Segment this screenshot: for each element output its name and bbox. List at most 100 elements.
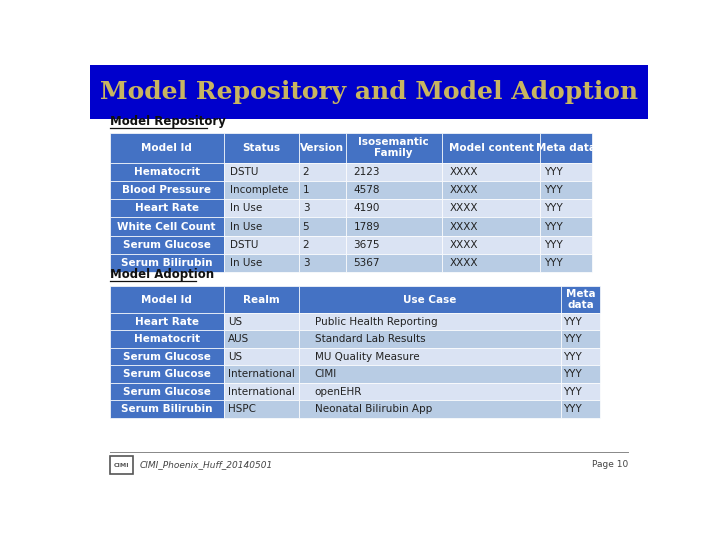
Text: CIMI_Phoenix_Huff_20140501: CIMI_Phoenix_Huff_20140501 — [140, 460, 273, 469]
Text: YYY: YYY — [563, 317, 582, 327]
Text: 5367: 5367 — [354, 258, 380, 268]
FancyBboxPatch shape — [346, 235, 441, 254]
FancyBboxPatch shape — [299, 218, 346, 235]
FancyBboxPatch shape — [224, 313, 299, 330]
Text: XXXX: XXXX — [449, 185, 478, 195]
Text: Serum Glucose: Serum Glucose — [122, 352, 210, 362]
FancyBboxPatch shape — [109, 163, 224, 181]
Text: 2: 2 — [302, 167, 310, 177]
FancyBboxPatch shape — [299, 181, 346, 199]
Text: 4190: 4190 — [354, 203, 379, 213]
Text: In Use: In Use — [230, 258, 262, 268]
FancyBboxPatch shape — [299, 383, 561, 400]
FancyBboxPatch shape — [224, 163, 299, 181]
FancyBboxPatch shape — [224, 181, 299, 199]
FancyBboxPatch shape — [561, 400, 600, 418]
Text: MU Quality Measure: MU Quality Measure — [315, 352, 419, 362]
Text: XXXX: XXXX — [449, 167, 478, 177]
FancyBboxPatch shape — [441, 199, 540, 218]
Text: Meta data: Meta data — [536, 143, 596, 152]
FancyBboxPatch shape — [109, 133, 224, 163]
Text: Status: Status — [242, 143, 280, 152]
Text: In Use: In Use — [230, 203, 262, 213]
FancyBboxPatch shape — [441, 133, 540, 163]
FancyBboxPatch shape — [299, 366, 561, 383]
FancyBboxPatch shape — [109, 400, 224, 418]
FancyBboxPatch shape — [109, 181, 224, 199]
Text: HSPC: HSPC — [228, 404, 256, 414]
FancyBboxPatch shape — [299, 133, 346, 163]
FancyBboxPatch shape — [346, 163, 441, 181]
FancyBboxPatch shape — [561, 348, 600, 366]
Text: Serum Glucose: Serum Glucose — [122, 387, 210, 396]
FancyBboxPatch shape — [224, 254, 299, 272]
Text: Isosemantic
Family: Isosemantic Family — [359, 137, 429, 158]
Text: 1: 1 — [302, 185, 310, 195]
FancyBboxPatch shape — [441, 254, 540, 272]
Text: Use Case: Use Case — [403, 294, 456, 305]
FancyBboxPatch shape — [109, 235, 224, 254]
Text: YYY: YYY — [563, 369, 582, 379]
Text: YYY: YYY — [563, 334, 582, 344]
FancyBboxPatch shape — [299, 313, 561, 330]
Text: YYY: YYY — [544, 221, 563, 232]
Text: Model Repository and Model Adoption: Model Repository and Model Adoption — [100, 80, 638, 104]
Text: 5: 5 — [302, 221, 310, 232]
FancyBboxPatch shape — [540, 181, 592, 199]
FancyBboxPatch shape — [299, 348, 561, 366]
Text: International: International — [228, 387, 295, 396]
Text: Neonatal Bilirubin App: Neonatal Bilirubin App — [315, 404, 432, 414]
Text: White Cell Count: White Cell Count — [117, 221, 216, 232]
FancyBboxPatch shape — [299, 330, 561, 348]
FancyBboxPatch shape — [109, 330, 224, 348]
Text: 3: 3 — [302, 258, 310, 268]
FancyBboxPatch shape — [540, 218, 592, 235]
FancyBboxPatch shape — [346, 133, 441, 163]
Text: Standard Lab Results: Standard Lab Results — [315, 334, 426, 344]
FancyBboxPatch shape — [540, 163, 592, 181]
Text: 4578: 4578 — [354, 185, 380, 195]
Text: US: US — [228, 317, 243, 327]
FancyBboxPatch shape — [441, 181, 540, 199]
Text: Model Repository: Model Repository — [109, 114, 225, 127]
Text: DSTU: DSTU — [230, 240, 258, 250]
Text: XXXX: XXXX — [449, 221, 478, 232]
Text: YYY: YYY — [563, 387, 582, 396]
Text: Incomplete: Incomplete — [230, 185, 288, 195]
FancyBboxPatch shape — [299, 286, 561, 313]
Text: Model Id: Model Id — [141, 143, 192, 152]
Text: Blood Pressure: Blood Pressure — [122, 185, 211, 195]
Text: YYY: YYY — [544, 258, 563, 268]
FancyBboxPatch shape — [109, 348, 224, 366]
FancyBboxPatch shape — [561, 313, 600, 330]
FancyBboxPatch shape — [109, 383, 224, 400]
FancyBboxPatch shape — [540, 199, 592, 218]
FancyBboxPatch shape — [224, 348, 299, 366]
FancyBboxPatch shape — [299, 254, 346, 272]
Text: 1789: 1789 — [354, 221, 380, 232]
Text: Version: Version — [300, 143, 344, 152]
Text: 3675: 3675 — [354, 240, 380, 250]
Text: XXXX: XXXX — [449, 240, 478, 250]
FancyBboxPatch shape — [224, 133, 299, 163]
FancyBboxPatch shape — [224, 330, 299, 348]
Text: Public Health Reporting: Public Health Reporting — [315, 317, 437, 327]
FancyBboxPatch shape — [540, 235, 592, 254]
Text: YYY: YYY — [544, 167, 563, 177]
FancyBboxPatch shape — [90, 65, 648, 119]
Text: CIMI: CIMI — [114, 463, 129, 468]
Text: Hematocrit: Hematocrit — [133, 167, 199, 177]
Text: Model Id: Model Id — [141, 294, 192, 305]
Text: Serum Bilirubin: Serum Bilirubin — [121, 258, 212, 268]
Text: XXXX: XXXX — [449, 258, 478, 268]
Text: Model content: Model content — [449, 143, 534, 152]
Text: 3: 3 — [302, 203, 310, 213]
FancyBboxPatch shape — [346, 199, 441, 218]
Text: Serum Glucose: Serum Glucose — [122, 369, 210, 379]
Text: Serum Glucose: Serum Glucose — [122, 240, 210, 250]
FancyBboxPatch shape — [299, 400, 561, 418]
FancyBboxPatch shape — [346, 254, 441, 272]
FancyBboxPatch shape — [109, 254, 224, 272]
FancyBboxPatch shape — [224, 286, 299, 313]
Text: 2123: 2123 — [354, 167, 380, 177]
